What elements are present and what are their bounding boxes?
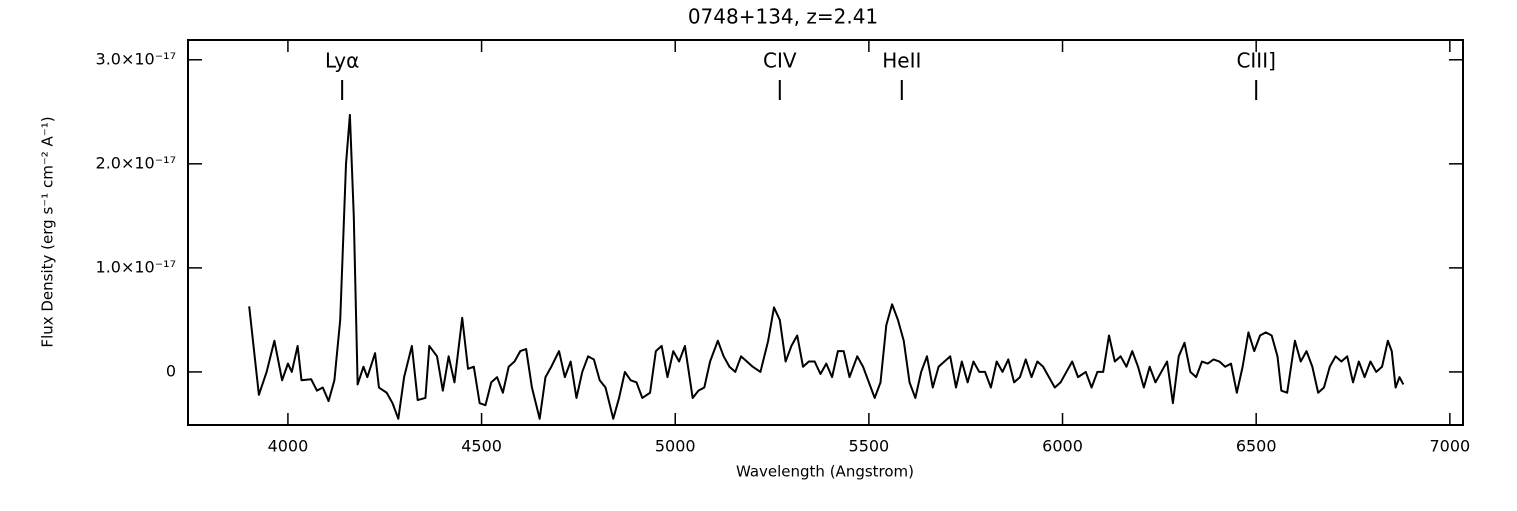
y-tick-label: 0 [166, 361, 176, 380]
line-label: CIII] [1236, 49, 1275, 73]
x-axis-label: Wavelength (Angstrom) [736, 463, 914, 481]
line-label: CIV [763, 49, 797, 73]
x-tick-label: 6000 [1042, 437, 1083, 456]
line-label: Lyα [325, 49, 359, 73]
chart-title: 0748+134, z=2.41 [688, 5, 878, 29]
x-tick-label: 6500 [1236, 437, 1277, 456]
y-tick-label: 2.0×10⁻¹⁷ [96, 153, 176, 172]
y-tick-label: 3.0×10⁻¹⁷ [96, 49, 176, 68]
plot-frame [187, 39, 1464, 426]
y-axis-label: Flux Density (erg s⁻¹ cm⁻² A⁻¹) [39, 116, 57, 347]
x-tick-label: 4000 [268, 437, 309, 456]
x-tick-label: 5500 [849, 437, 890, 456]
line-label: HeII [882, 49, 921, 73]
x-tick-label: 7000 [1429, 437, 1470, 456]
x-tick-label: 5000 [655, 437, 696, 456]
spectrum-line [248, 113, 1405, 420]
x-tick-label: 4500 [461, 437, 502, 456]
y-tick-label: 1.0×10⁻¹⁷ [96, 257, 176, 276]
